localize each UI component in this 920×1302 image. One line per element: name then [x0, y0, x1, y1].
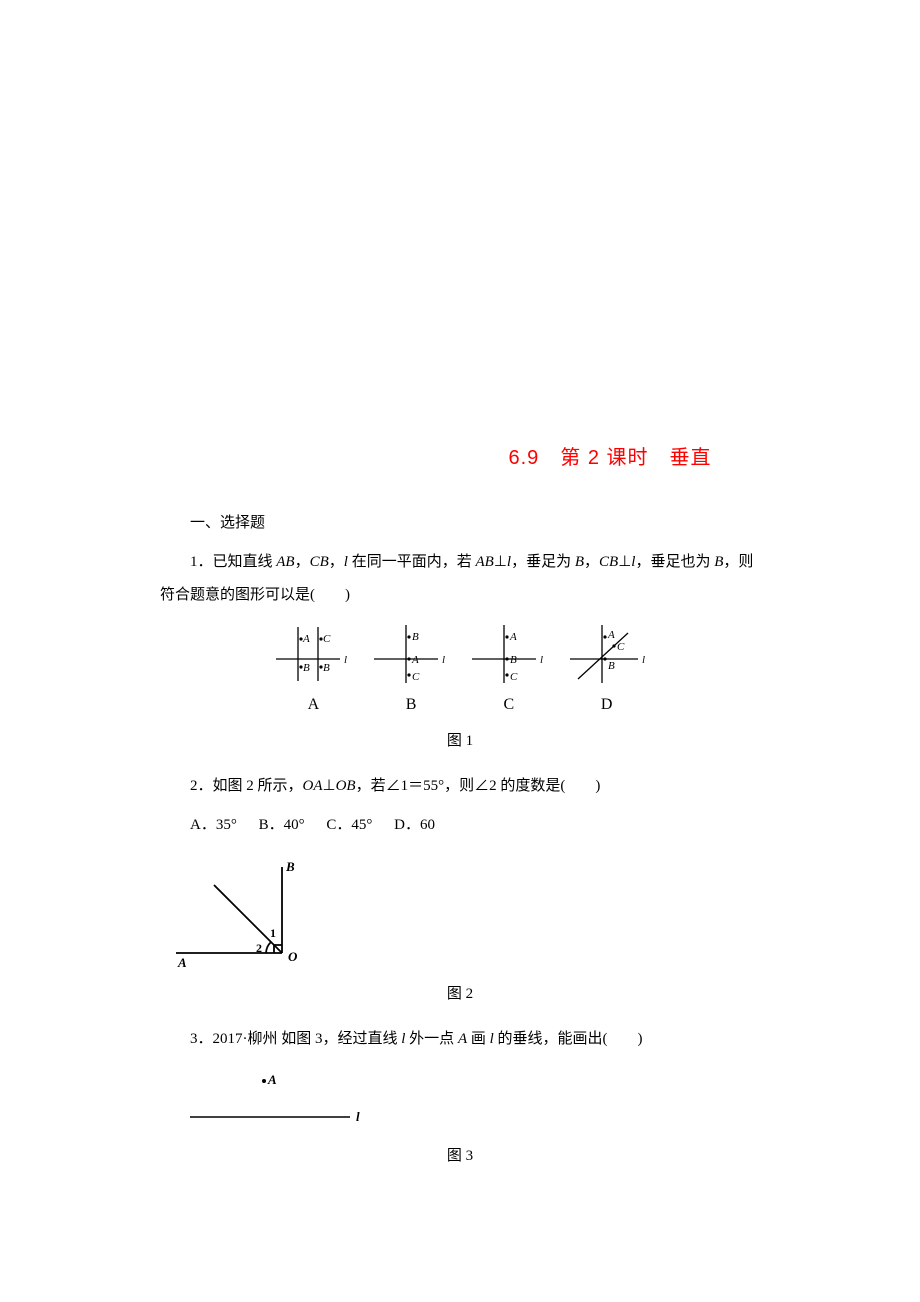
svg-text:B: B — [303, 662, 310, 674]
q1-caption: 图 1 — [160, 728, 760, 755]
q2-label-1: 1 — [270, 926, 276, 940]
svg-text:C: C — [510, 671, 518, 683]
q3-label-A: A — [267, 1072, 277, 1087]
svg-text:l: l — [540, 654, 543, 666]
q2-caption: 图 2 — [160, 981, 760, 1008]
q3-svg: A l — [160, 1065, 380, 1135]
q1-line2: 符合题意的图形可以是( ) — [160, 582, 760, 609]
q1-option-b: B A C l B — [368, 619, 454, 720]
q2-ans-a: A．35° — [190, 817, 237, 833]
q1-option-d: A C B l D — [564, 619, 650, 720]
q2-svg: A B O 1 2 — [160, 853, 330, 973]
q1-figC-svg: A B C l — [466, 619, 552, 689]
q3-label-l: l — [356, 1109, 360, 1124]
q1-figB-svg: B A C l — [368, 619, 454, 689]
q2-label-A: A — [177, 955, 187, 970]
q1-figD-svg: A C B l — [564, 619, 650, 689]
q2-ans-b: B．40° — [259, 817, 305, 833]
svg-text:C: C — [617, 641, 625, 653]
q1-letter-a: A — [270, 691, 356, 720]
q2-figure: A B O 1 2 — [160, 853, 760, 973]
svg-text:C: C — [323, 633, 331, 645]
svg-text:B: B — [510, 654, 517, 666]
svg-text:C: C — [412, 671, 420, 683]
q1-option-a: A C B B l A — [270, 619, 356, 720]
lesson-title: 6.9 第 2 课时 垂直 — [160, 440, 760, 476]
q2-ans-d: D．60 — [394, 817, 435, 833]
svg-text:l: l — [642, 654, 645, 666]
svg-text:A: A — [509, 631, 517, 643]
page-root: 6.9 第 2 课时 垂直 一、选择题 1．已知直线 AB，CB，l 在同一平面… — [0, 0, 920, 1248]
section-header: 一、选择题 — [160, 510, 760, 537]
q1-letter-d: D — [564, 691, 650, 720]
q2-label-B: B — [285, 859, 295, 874]
q2-ans-c: C．45° — [326, 817, 372, 833]
q2-label-2: 2 — [256, 941, 262, 955]
q1-line1: 1．已知直线 AB，CB，l 在同一平面内，若 AB⊥l，垂足为 B，CB⊥l，… — [160, 549, 760, 576]
q1-figA-svg: A C B B l — [270, 619, 356, 689]
q1-option-c: A B C l C — [466, 619, 552, 720]
svg-text:A: A — [607, 629, 615, 641]
q2-text: 2．如图 2 所示，OA⊥OB，若∠1＝55°，则∠2 的度数是( ) — [160, 773, 760, 800]
svg-text:B: B — [412, 631, 419, 643]
q3-caption: 图 3 — [160, 1143, 760, 1170]
svg-text:B: B — [323, 662, 330, 674]
q3-text: 3．2017·柳州 如图 3，经过直线 l 外一点 A 画 l 的垂线，能画出(… — [160, 1026, 760, 1053]
q2-label-O: O — [288, 949, 298, 964]
svg-text:A: A — [411, 654, 419, 666]
svg-text:l: l — [442, 654, 445, 666]
svg-text:l: l — [344, 654, 347, 666]
svg-text:A: A — [302, 633, 310, 645]
q3-figure: A l — [160, 1065, 760, 1135]
q1-letter-c: C — [466, 691, 552, 720]
q1-figure-row: AC BB l A B A — [160, 619, 760, 720]
svg-text:B: B — [608, 660, 615, 672]
q2-answers: A．35° B．40° C．45° D．60 — [160, 812, 760, 839]
q1-letter-b: B — [368, 691, 454, 720]
